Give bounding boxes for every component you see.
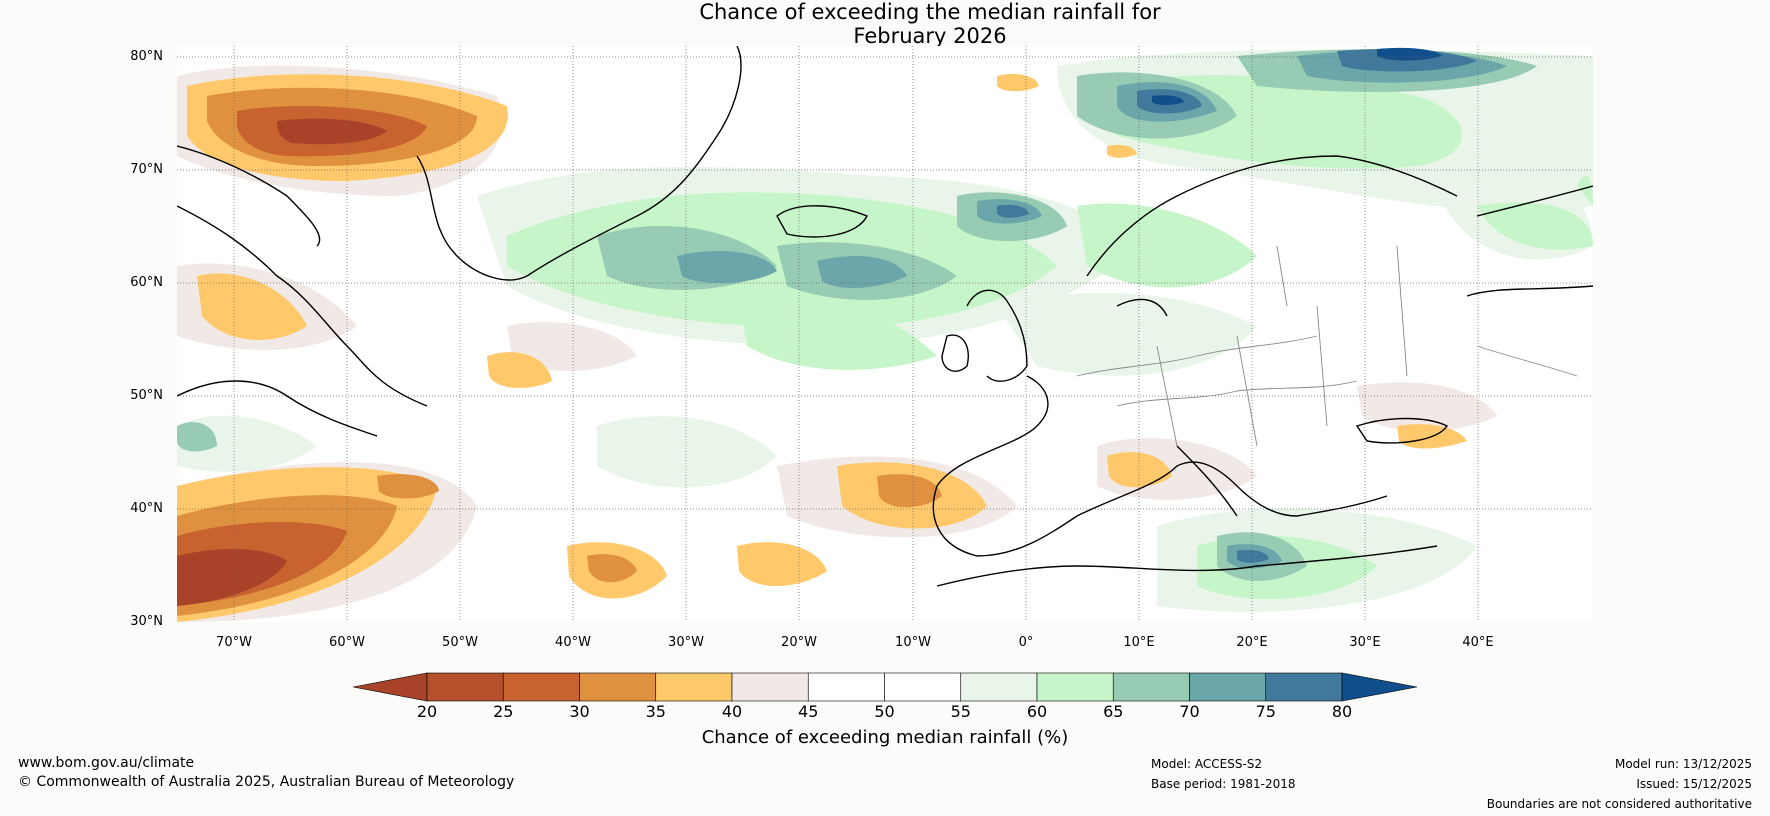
colorbar-label: Chance of exceeding median rainfall (%) <box>701 727 1069 748</box>
colorbar-tick-label: 60 <box>1026 702 1048 721</box>
lon-label-40e: 40°E <box>1462 635 1494 650</box>
colorbar-tick-label: 35 <box>645 702 666 721</box>
title-line-2: February 2026 <box>853 24 1007 48</box>
colorbar-swatches <box>352 672 1418 702</box>
colorbar-tick-label: 50 <box>874 702 895 721</box>
country-borders <box>1076 245 1578 447</box>
colorbar-tick-label: 20 <box>416 702 438 721</box>
footer-base-period: Base period: 1981-2018 <box>1151 777 1296 791</box>
footer-disclaimer: Boundaries are not considered authoritat… <box>1486 797 1752 811</box>
graticule <box>177 46 1593 622</box>
lat-label-40n: 40°N <box>130 501 163 516</box>
footer-model-run: Model run: 13/12/2025 <box>1614 757 1752 771</box>
lon-label-60w: 60°W <box>329 635 365 650</box>
map-canvas <box>177 46 1593 622</box>
lon-label-40w: 40°W <box>555 635 591 650</box>
colorbar-tick-label: 25 <box>493 702 514 721</box>
lat-label-30n: 30°N <box>130 614 163 629</box>
colorbar-tick-label: 30 <box>569 702 590 721</box>
footer-model: Model: ACCESS-S2 <box>1151 757 1263 771</box>
colorbar-swatch <box>579 672 657 702</box>
colorbar-tick-label: 40 <box>721 702 743 721</box>
footer-issued: Issued: 15/12/2025 <box>1636 777 1752 791</box>
lat-label-50n: 50°N <box>130 388 163 403</box>
colorbar-swatch <box>807 672 885 702</box>
colorbar-tick-label: 75 <box>1255 702 1276 721</box>
colorbar-swatch <box>655 672 733 702</box>
map-title: Chance of exceeding the median rainfall … <box>0 0 1770 48</box>
lat-label-60n: 60°N <box>130 275 163 290</box>
coastlines <box>177 46 1593 587</box>
colorbar-tick-label: 70 <box>1179 702 1200 721</box>
footer-url[interactable]: www.bom.gov.au/climate <box>18 755 195 771</box>
lat-label-80n: 80°N <box>130 49 163 64</box>
lon-label-10e: 10°E <box>1123 635 1155 650</box>
lon-label-50w: 50°W <box>442 635 478 650</box>
lon-label-30w: 30°W <box>668 635 704 650</box>
colorbar-tick-label: 45 <box>798 702 819 721</box>
colorbar-swatch <box>884 672 962 702</box>
colorbar-swatch <box>731 672 809 702</box>
colorbar-tick-label: 55 <box>950 702 971 721</box>
title-line-1: Chance of exceeding the median rainfall … <box>699 0 1161 24</box>
colorbar-arrow-low <box>352 672 428 702</box>
colorbar-swatch <box>502 672 580 702</box>
lon-label-30e: 30°E <box>1349 635 1381 650</box>
colorbar-tick-label: 80 <box>1331 702 1353 721</box>
lat-label-70n: 70°N <box>130 162 163 177</box>
lon-label-10w: 10°W <box>895 635 931 650</box>
colorbar-swatch <box>960 672 1038 702</box>
lon-label-70w: 70°W <box>216 635 252 650</box>
lon-label-20w: 20°W <box>781 635 817 650</box>
colorbar-swatch <box>426 672 504 702</box>
colorbar-swatch <box>1265 672 1343 702</box>
rainfall-map <box>177 46 1593 622</box>
colorbar-swatch <box>1189 672 1267 702</box>
colorbar-swatch <box>1112 672 1190 702</box>
lon-label-0: 0° <box>1018 635 1034 650</box>
lon-label-20e: 20°E <box>1236 635 1268 650</box>
colorbar-tick-label: 65 <box>1103 702 1124 721</box>
footer-copyright: © Commonwealth of Australia 2025, Austra… <box>18 774 515 790</box>
shading-dark-brown <box>177 118 387 606</box>
colorbar-arrow-high <box>1341 672 1418 702</box>
colorbar-swatch <box>1036 672 1114 702</box>
